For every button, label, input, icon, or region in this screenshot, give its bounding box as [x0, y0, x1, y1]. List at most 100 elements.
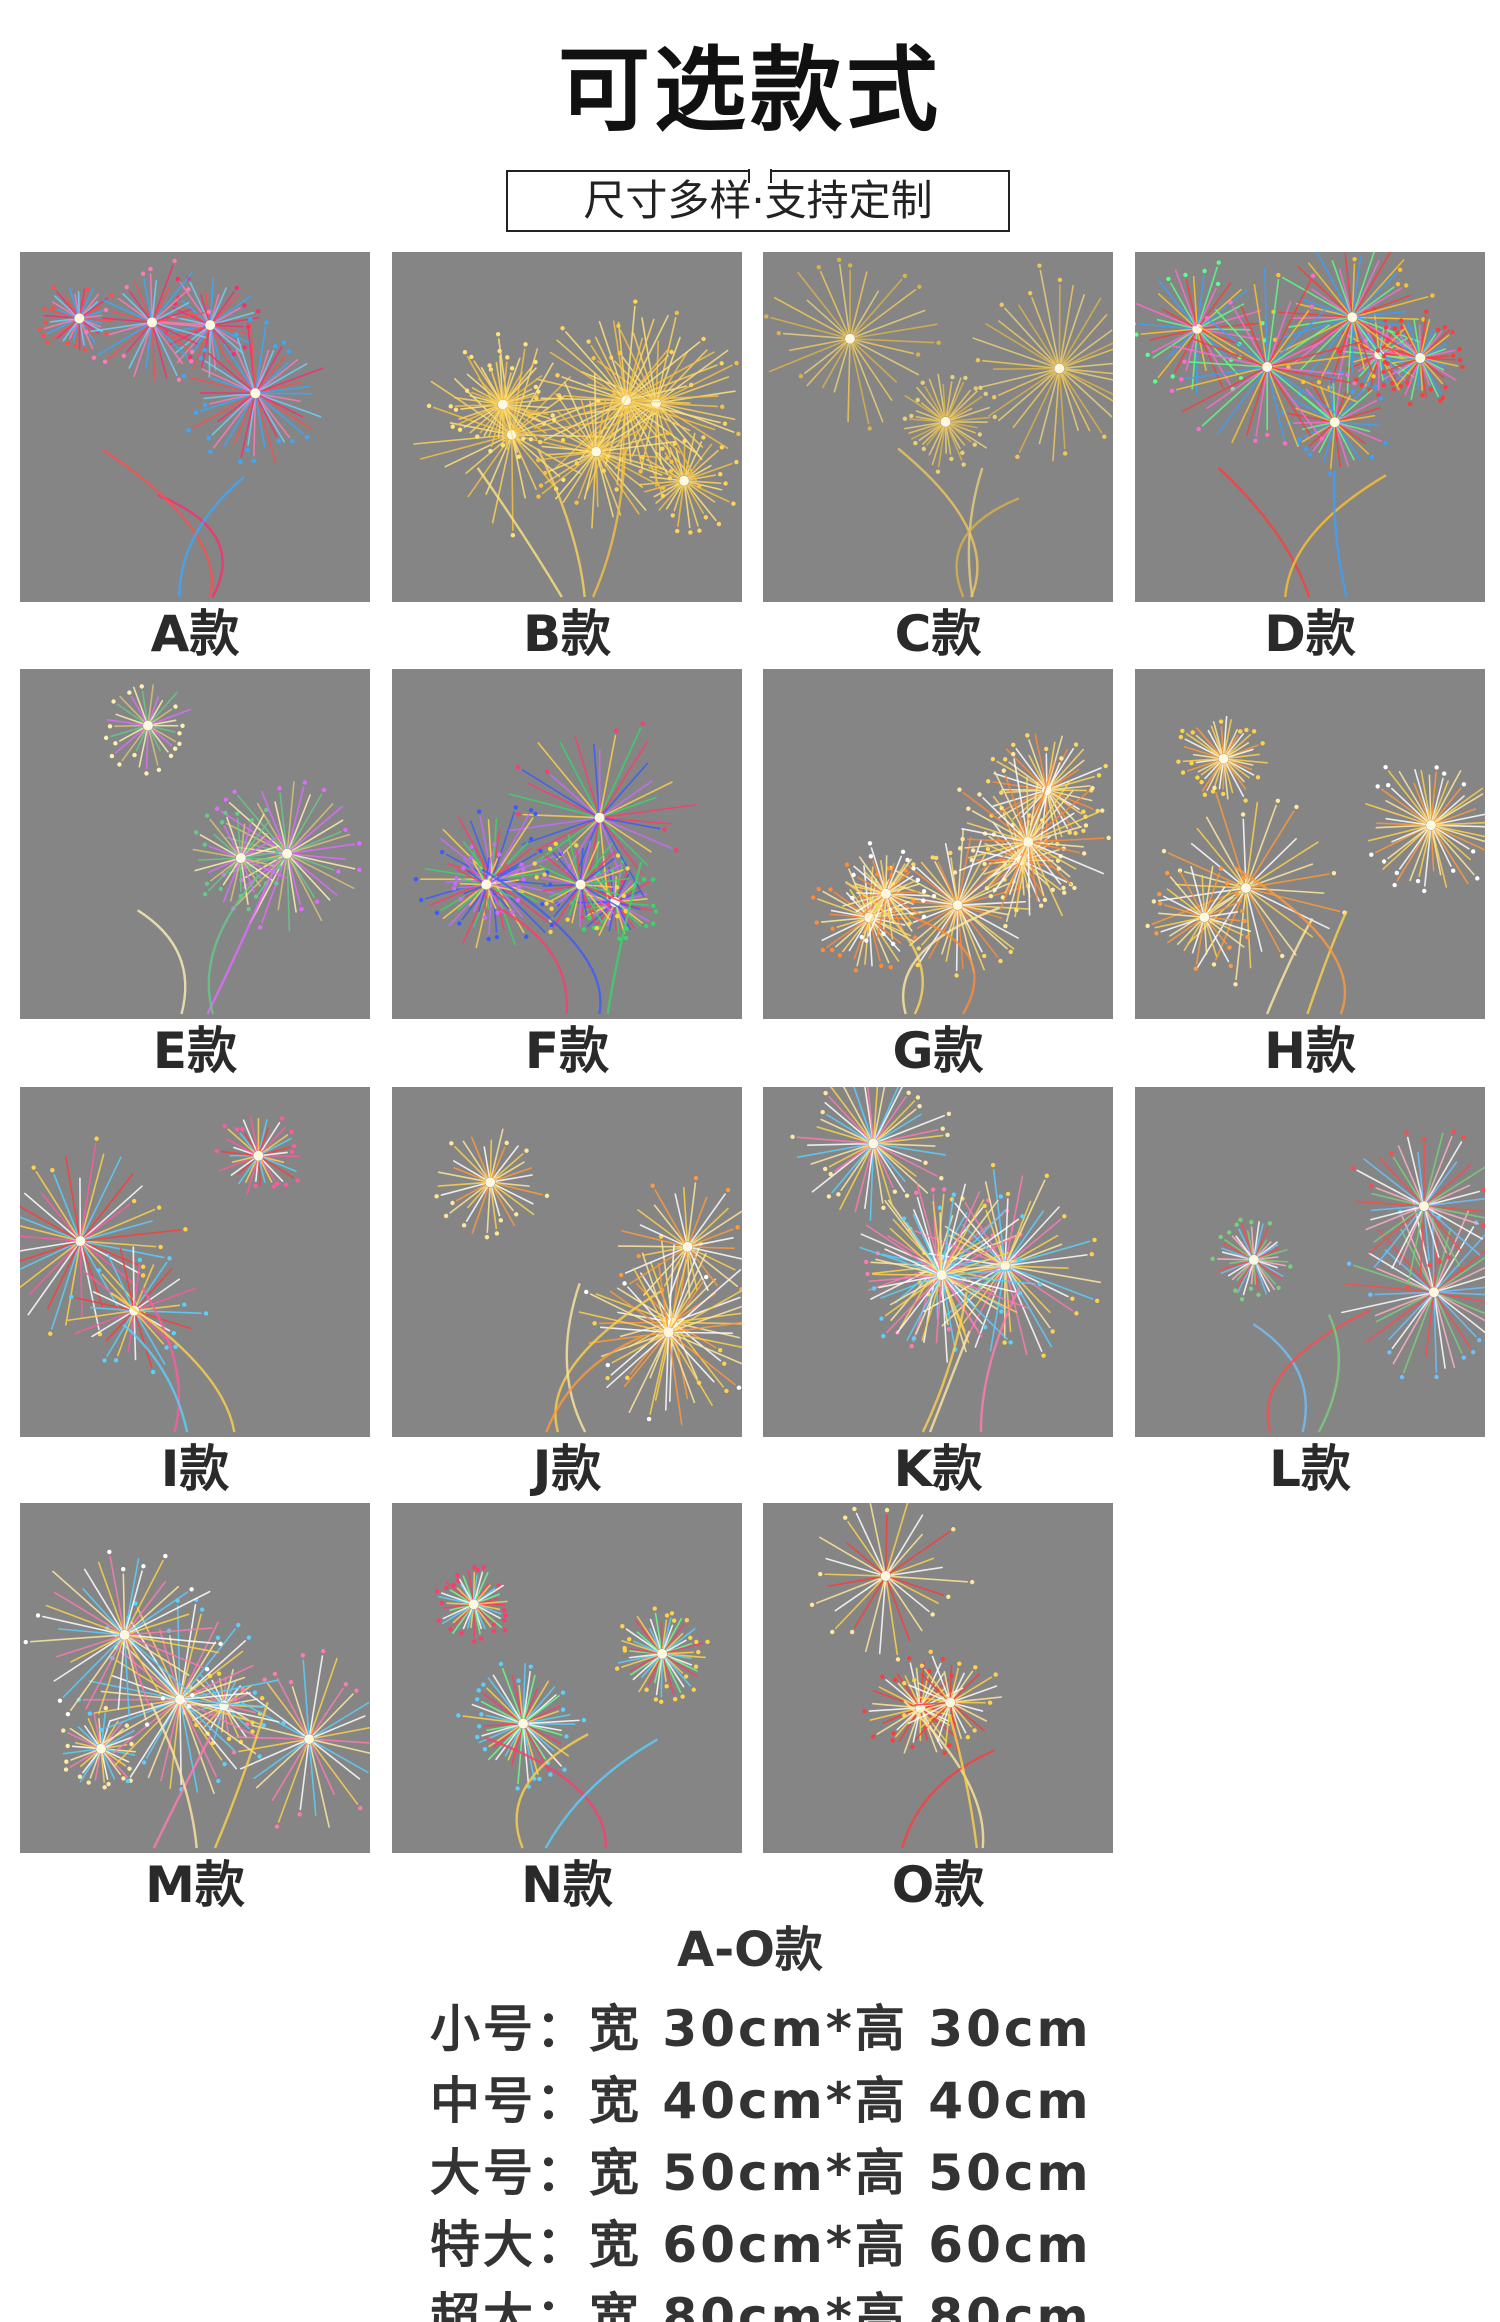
- firework-burst: [1350, 1129, 1485, 1290]
- style-label: M款: [145, 1856, 245, 1914]
- size-row-xxlarge: 超大：宽 80cm*高 80cm: [430, 2284, 1190, 2322]
- firework-trail: [141, 1287, 181, 1433]
- style-label: J款: [532, 1440, 602, 1498]
- firework-trail: [901, 906, 1000, 1015]
- firework-trail: [178, 476, 245, 598]
- size-name: 中号：: [430, 2072, 589, 2130]
- style-image[interactable]: [763, 1087, 1113, 1437]
- style-image[interactable]: [392, 252, 742, 602]
- firework-trail: [545, 1335, 644, 1433]
- style-label: O款: [891, 1856, 985, 1914]
- subtitle-box: 尺寸多样·支持定制: [506, 169, 1010, 232]
- firework-burst: [214, 1115, 300, 1195]
- firework-trail: [1217, 467, 1311, 598]
- style-image[interactable]: [1135, 669, 1485, 1019]
- firework-trail: [844, 880, 924, 1015]
- subtitle-text: 尺寸多样·支持定制: [583, 176, 933, 225]
- firework-burst: [1365, 764, 1485, 894]
- firework-trail: [206, 866, 277, 1015]
- firework-trail: [1306, 910, 1348, 1015]
- firework-burst: [456, 1661, 587, 1791]
- firework-trail: [1317, 1313, 1341, 1433]
- firework-burst: [578, 1244, 742, 1426]
- style-image[interactable]: [763, 252, 1113, 602]
- firework-trail: [565, 1283, 587, 1433]
- firework-burst: [908, 1162, 1102, 1358]
- firework-burst: [76, 1597, 286, 1795]
- firework-trail: [157, 493, 224, 598]
- firework-burst: [617, 1175, 742, 1299]
- style-label: A款: [150, 605, 240, 663]
- firework-trail: [1332, 470, 1348, 598]
- style-label: K款: [893, 1440, 983, 1498]
- firework-trail: [928, 1330, 971, 1433]
- firework-illustration: [1145, 715, 1485, 1015]
- style-label: N款: [521, 1856, 613, 1914]
- firework-trail: [606, 861, 643, 1015]
- size-name: 大号：: [430, 2144, 589, 2202]
- firework-trail: [921, 1291, 968, 1433]
- style-image[interactable]: [1135, 252, 1485, 602]
- firework-trail: [152, 1735, 212, 1849]
- firework-burst: [1176, 715, 1269, 803]
- firework-burst: [37, 285, 115, 352]
- firework-burst: [1145, 785, 1347, 987]
- size-row-small: 小号：宽 30cm*高 30cm: [430, 1996, 1190, 2062]
- firework-illustration: [434, 1128, 742, 1433]
- firework-burst: [1169, 267, 1369, 448]
- style-image[interactable]: [1135, 1087, 1485, 1437]
- style-image[interactable]: [20, 1503, 370, 1853]
- style-image[interactable]: [20, 252, 370, 602]
- firework-burst: [1375, 309, 1465, 407]
- firework-burst: [103, 684, 191, 776]
- size-spec: 宽 50cm*高 50cm: [589, 2144, 1092, 2202]
- style-label: E款: [152, 1022, 238, 1080]
- firework-trail: [948, 1714, 979, 1849]
- firework-illustration: [811, 733, 1111, 1015]
- firework-burst: [192, 807, 287, 912]
- firework-trail: [554, 1290, 662, 1433]
- firework-burst: [67, 1246, 209, 1375]
- size-range-title: A-O款: [677, 1922, 823, 1978]
- firework-illustration: [37, 258, 324, 598]
- firework-trail: [544, 1738, 659, 1849]
- firework-illustration: [1210, 1129, 1485, 1433]
- style-label: I款: [160, 1440, 230, 1498]
- style-image[interactable]: [763, 669, 1113, 1019]
- style-image[interactable]: [392, 1087, 742, 1437]
- firework-illustration: [413, 721, 697, 1015]
- firework-illustration: [20, 1115, 300, 1433]
- firework-illustration: [1135, 252, 1465, 598]
- subtitle-notch: [748, 169, 772, 183]
- size-spec: 宽 40cm*高 40cm: [589, 2072, 1092, 2130]
- style-label: L款: [1269, 1440, 1351, 1498]
- firework-trail: [897, 447, 979, 598]
- style-image[interactable]: [392, 669, 742, 1019]
- firework-burst: [23, 1549, 223, 1727]
- style-image[interactable]: [392, 1503, 742, 1853]
- firework-burst: [451, 842, 526, 920]
- style-image[interactable]: [20, 1087, 370, 1437]
- firework-burst: [902, 373, 997, 474]
- firework-trail: [213, 1701, 269, 1849]
- firework-burst: [886, 828, 1031, 978]
- size-spec: 宽 60cm*高 60cm: [589, 2216, 1092, 2274]
- firework-trail: [901, 1749, 995, 1849]
- firework-burst: [1154, 865, 1252, 971]
- style-label: C款: [894, 605, 982, 663]
- firework-trail: [515, 1733, 589, 1849]
- firework-burst: [1135, 260, 1267, 394]
- firework-trail: [102, 448, 213, 598]
- firework-burst: [434, 1128, 550, 1240]
- firework-trail: [1252, 1323, 1307, 1433]
- firework-trail: [1284, 474, 1387, 598]
- firework-burst: [532, 834, 630, 935]
- style-image[interactable]: [20, 669, 370, 1019]
- firework-trail: [979, 1287, 1021, 1433]
- firework-burst: [61, 1705, 136, 1790]
- firework-burst: [809, 1503, 975, 1662]
- firework-trail: [122, 1323, 189, 1433]
- style-image[interactable]: [763, 1503, 1113, 1853]
- firework-burst: [84, 258, 212, 382]
- firework-illustration: [809, 1503, 1003, 1849]
